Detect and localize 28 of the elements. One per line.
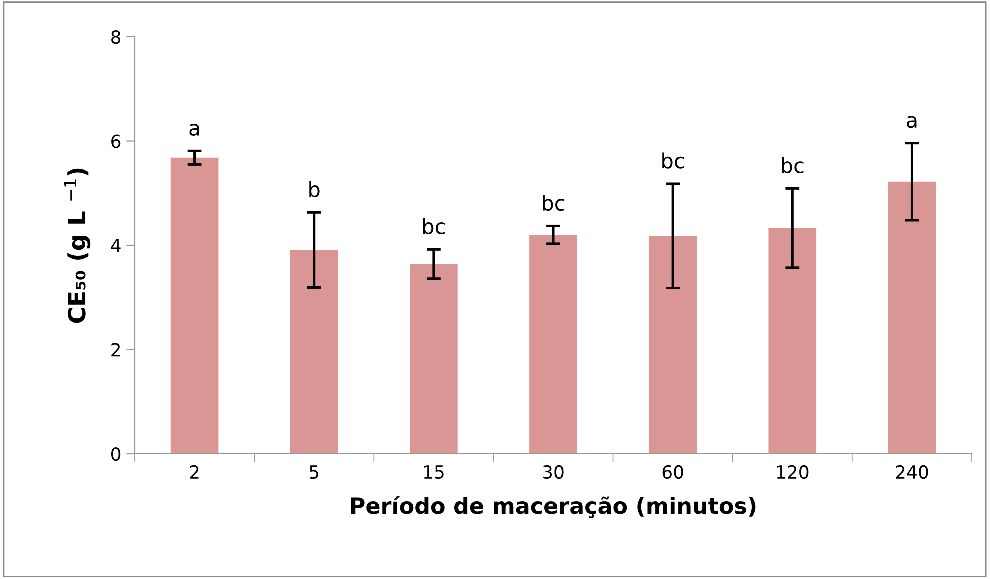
bar	[649, 236, 697, 454]
y-axis-title: CE₅₀ (g L $^{−1}$)	[64, 168, 91, 324]
bar	[410, 264, 458, 454]
x-tick-label: 2	[190, 465, 199, 479]
x-tick-label: 30	[543, 465, 564, 480]
x-tick-label: 15	[424, 466, 444, 480]
bar	[768, 228, 817, 454]
x-tick-label: 5	[310, 466, 319, 480]
y-tick-label: 8	[112, 30, 121, 44]
annotation: a	[907, 116, 917, 128]
y-tick-label: 0	[112, 447, 121, 462]
y-tick-label: 2	[112, 343, 120, 357]
x-tick-label: 120	[777, 465, 809, 480]
y-tick-label: 6	[112, 134, 121, 148]
x-axis-title: Período de maceração (minutos)	[351, 496, 756, 518]
annotation: bc	[782, 157, 804, 174]
annotation: bc	[423, 218, 445, 235]
annotation: bc	[662, 152, 684, 169]
annotation: b	[310, 181, 320, 198]
y-tick-label: 4	[111, 239, 121, 252]
bar	[530, 235, 578, 454]
x-tick-label: 240	[896, 465, 928, 480]
bar	[888, 182, 936, 454]
annotation: a	[190, 124, 200, 136]
bar	[170, 158, 219, 454]
bar	[290, 250, 338, 454]
x-tick-label: 60	[662, 465, 684, 480]
annotation: bc	[543, 194, 565, 212]
